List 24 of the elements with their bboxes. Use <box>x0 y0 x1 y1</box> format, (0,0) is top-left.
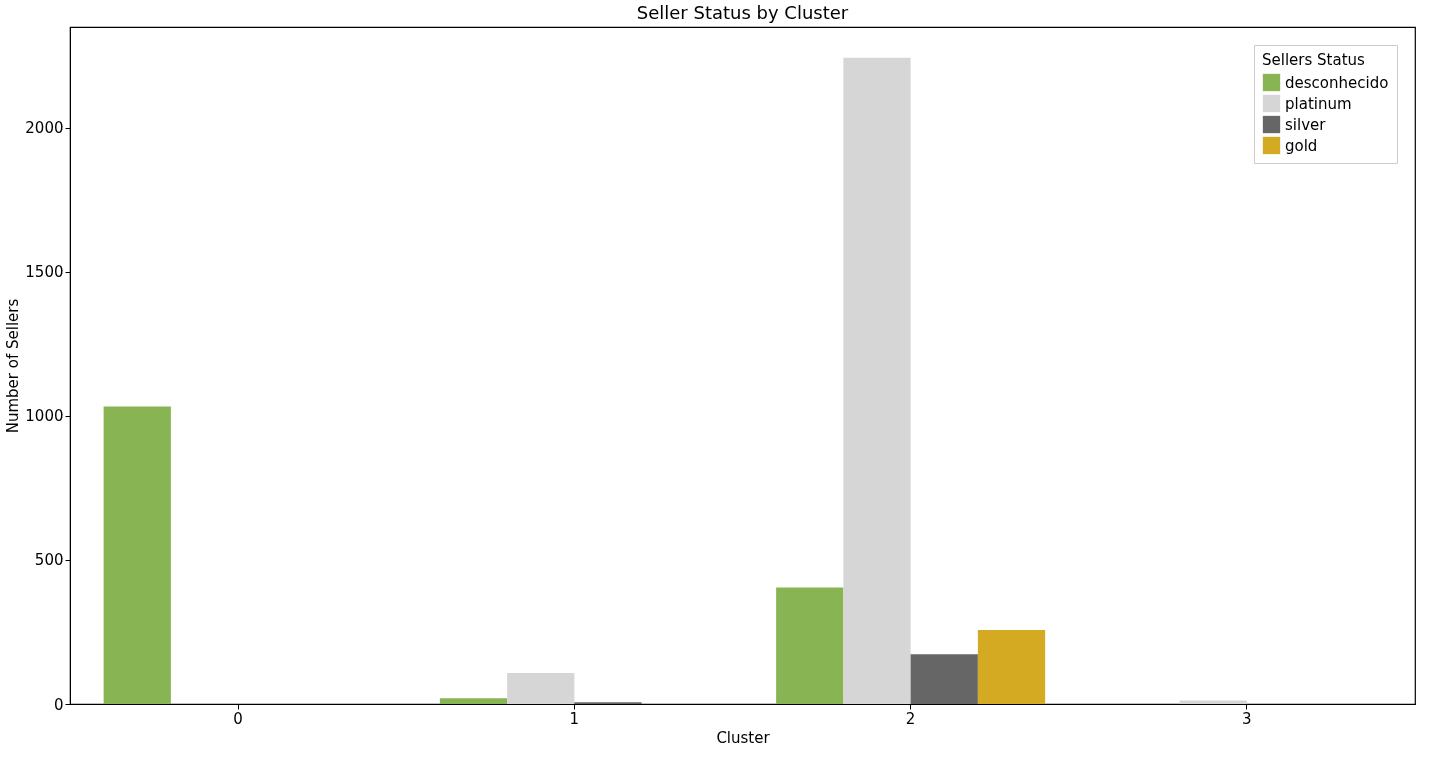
bar <box>910 654 978 704</box>
bar <box>103 406 171 704</box>
legend-label: silver <box>1285 115 1327 134</box>
x-tick-label: 3 <box>1242 709 1252 728</box>
y-tick-label: 2000 <box>25 119 64 138</box>
y-tick-label: 1500 <box>25 263 64 282</box>
x-tick-label: 1 <box>569 709 580 728</box>
legend-label: platinum <box>1285 94 1352 113</box>
x-tick-label: 0 <box>233 709 243 728</box>
y-tick-label: 0 <box>53 695 64 714</box>
legend-label: desconhecido <box>1285 73 1389 92</box>
y-axis-title: Number of Sellers <box>4 298 23 434</box>
chart-title: Seller Status by Cluster <box>636 2 849 23</box>
bar <box>776 587 844 704</box>
y-tick-label: 1000 <box>25 407 64 426</box>
bar <box>843 57 911 704</box>
legend-label: gold <box>1285 136 1318 155</box>
bar <box>507 672 575 704</box>
x-tick-label: 2 <box>905 709 916 728</box>
legend-title: Sellers Status <box>1262 51 1366 69</box>
bar <box>439 698 508 704</box>
bar <box>977 629 1046 704</box>
x-axis-title: Cluster <box>716 728 771 747</box>
y-tick-label: 500 <box>34 551 64 570</box>
